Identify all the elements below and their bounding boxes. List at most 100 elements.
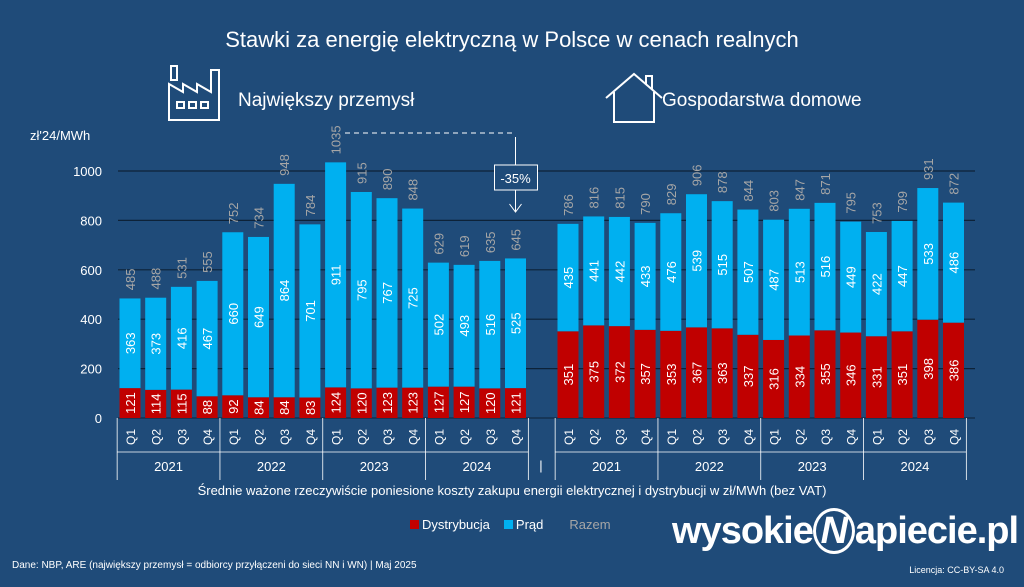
label-dystrybucja: 84 — [252, 400, 267, 414]
quarter-label: Q2 — [355, 429, 369, 445]
y-tick-label: 800 — [80, 213, 102, 228]
bar-prad — [763, 219, 785, 340]
label-prad: 363 — [123, 332, 138, 354]
label-prad: 416 — [174, 327, 189, 349]
bar-prad — [196, 280, 218, 397]
label-prad: 864 — [277, 280, 292, 302]
bar-dystrybucja — [196, 396, 218, 418]
label-dystrybucja: 331 — [869, 366, 884, 388]
label-prad: 502 — [431, 314, 446, 336]
label-razem: 847 — [792, 179, 807, 201]
bar-dystrybucja — [711, 328, 733, 418]
quarter-label: Q4 — [407, 429, 421, 445]
arrow-head-icon — [509, 203, 522, 213]
label-dystrybucja: 372 — [612, 361, 627, 383]
label-prad: 433 — [638, 265, 653, 287]
bar-prad — [145, 297, 167, 390]
label-prad: 441 — [587, 260, 602, 282]
chart-title: Stawki za energię elektryczną w Polsce w… — [225, 27, 799, 52]
quarter-label: Q3 — [716, 429, 730, 445]
label-prad: 373 — [149, 333, 164, 355]
annotation-label: -35% — [500, 171, 531, 186]
bar-prad — [943, 202, 964, 323]
group-label-households: Gospodarstwa domowe — [662, 90, 862, 111]
label-razem: 488 — [149, 268, 164, 290]
quarter-label: Q2 — [691, 429, 705, 445]
label-razem: 799 — [895, 191, 910, 213]
bar-dystrybucja — [222, 395, 244, 418]
quarter-label: Q4 — [742, 429, 756, 445]
quarter-label: Q1 — [562, 429, 576, 445]
quarter-label: Q4 — [304, 429, 318, 445]
label-razem: 1035 — [329, 125, 344, 154]
bar-dystrybucja — [788, 335, 810, 418]
bar-prad — [222, 232, 244, 396]
bar-prad — [376, 198, 398, 388]
bar-dystrybucja — [737, 334, 759, 418]
label-razem: 753 — [869, 202, 884, 224]
bar-prad — [119, 298, 141, 389]
label-prad: 449 — [844, 266, 859, 288]
legend-swatch — [410, 520, 419, 529]
label-dystrybucja: 357 — [638, 363, 653, 385]
y-tick-label: 0 — [95, 411, 102, 426]
label-dystrybucja: 115 — [174, 393, 189, 414]
group-separator: | — [539, 458, 542, 473]
label-prad: 513 — [792, 261, 807, 283]
bar-dystrybucja — [299, 397, 321, 418]
label-prad: 467 — [200, 328, 215, 350]
label-dystrybucja: 124 — [329, 392, 344, 414]
bar-prad — [350, 191, 372, 389]
label-dystrybucja: 375 — [587, 361, 602, 383]
label-dystrybucja: 351 — [561, 364, 576, 386]
bar-prad — [711, 201, 733, 329]
quarter-label: Q3 — [922, 429, 936, 445]
label-dystrybucja: 386 — [947, 359, 962, 381]
bar-prad — [840, 221, 862, 333]
label-razem: 619 — [457, 235, 472, 257]
bar-dystrybucja — [814, 330, 836, 418]
label-razem: 531 — [174, 257, 189, 279]
year-label: 2021 — [154, 459, 183, 474]
label-prad: 725 — [406, 287, 421, 309]
x-axis-description: Średnie ważone rzeczywiście poniesione k… — [197, 483, 827, 498]
quarter-label: Q3 — [381, 429, 395, 445]
label-razem: 784 — [303, 195, 318, 217]
license-note: Licencja: CC-BY-SA 4.0 — [909, 565, 1004, 575]
label-razem: 752 — [226, 203, 241, 225]
label-prad: 487 — [767, 269, 782, 291]
bar-dystrybucja — [325, 387, 347, 418]
label-prad: 539 — [690, 250, 705, 272]
bar-dystrybucja — [608, 326, 630, 418]
bar-dystrybucja — [943, 322, 964, 418]
bar-prad — [402, 208, 424, 388]
quarter-label: Q3 — [278, 429, 292, 445]
annotation-box — [494, 164, 538, 191]
year-label: 2024 — [462, 459, 491, 474]
bar-dystrybucja — [350, 388, 372, 418]
bar-prad — [634, 222, 656, 330]
label-prad: 447 — [895, 265, 910, 287]
quarter-label: Q3 — [484, 429, 498, 445]
bar-prad — [170, 286, 192, 390]
label-razem: 635 — [483, 231, 498, 253]
label-dystrybucja: 84 — [277, 400, 292, 414]
bar-dystrybucja — [840, 332, 862, 418]
legend-label: Dystrybucja — [422, 517, 490, 532]
label-dystrybucja: 346 — [844, 364, 859, 386]
bar-dystrybucja — [505, 388, 526, 418]
quarter-label: Q1 — [330, 429, 344, 445]
label-razem: 829 — [664, 184, 679, 206]
bar-dystrybucja — [402, 387, 424, 418]
bar-prad — [479, 260, 501, 389]
label-prad: 525 — [509, 312, 524, 334]
label-prad: 493 — [457, 315, 472, 337]
bar-dystrybucja — [453, 386, 475, 418]
bar-dystrybucja — [479, 388, 501, 418]
bar-prad — [299, 224, 321, 398]
label-prad: 442 — [612, 261, 627, 283]
label-razem: 906 — [690, 165, 705, 187]
quarter-label: Q2 — [588, 429, 602, 445]
label-dystrybucja: 83 — [303, 401, 318, 415]
